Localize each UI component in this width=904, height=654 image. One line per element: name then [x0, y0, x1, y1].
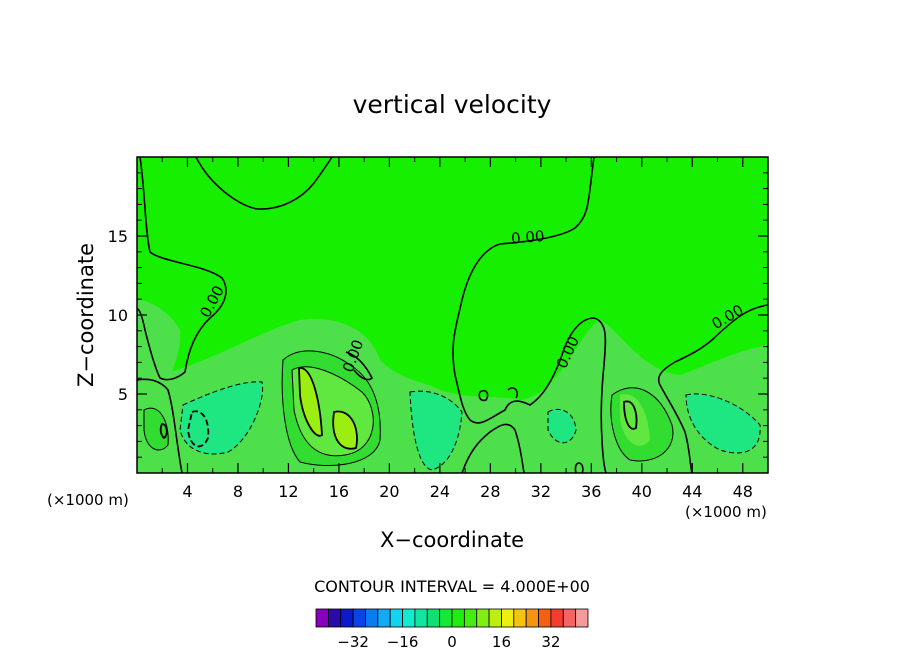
contour-label: 0.00 [510, 227, 545, 248]
x-axis-label: X−coordinate [380, 528, 524, 552]
colorbar: −32 −16 0 16 32 [315, 608, 589, 651]
y-tick-label: 5 [118, 385, 128, 404]
x-unit-right: (×1000 m) [685, 503, 767, 521]
x-tick-label: 48 [733, 482, 753, 501]
region-teal-east-1 [548, 409, 576, 443]
colorbar-swatch [538, 608, 552, 628]
contour-plus12-center-a [298, 367, 323, 437]
x-tick-label: 8 [233, 482, 243, 501]
x-tick-label: 20 [379, 482, 399, 501]
contour-minus4-west [179, 381, 264, 455]
positive-contours [143, 350, 674, 467]
x-tick-label: 36 [581, 482, 601, 501]
contour-minus4-east-1 [547, 408, 577, 444]
zero-contour-bottom-1 [461, 423, 525, 473]
x-tick-label: 32 [531, 482, 551, 501]
colorbar-swatch [340, 608, 354, 628]
colorbar-swatch [501, 608, 515, 628]
colorbar-tick-label: 16 [492, 633, 511, 651]
colorbar-swatch [562, 608, 577, 628]
chart-title: vertical velocity [353, 90, 552, 119]
plot-area: 0.000.000.00 0.000.00 [137, 157, 768, 473]
x-tick-label: 24 [430, 482, 450, 501]
contour-plus8-east [623, 400, 638, 430]
zero-contour-labeled-east [657, 304, 768, 473]
region-teal-center [410, 391, 462, 470]
y-axis: 5 10 15 [108, 172, 768, 458]
contour-minus4-center [409, 390, 463, 471]
colorbar-swatch [352, 608, 366, 628]
x-unit-left: (×1000 m) [47, 491, 129, 509]
colorbar-swatch [513, 608, 527, 628]
strong-positive-contours [159, 367, 638, 450]
x-tick-label: 40 [632, 482, 652, 501]
x-axis: 4 8 12 16 20 24 28 32 36 40 44 48 [161, 157, 753, 501]
contour-minus4-east-2 [685, 393, 761, 454]
colorbar-swatch [327, 608, 342, 628]
colorbar-swatch [315, 608, 329, 628]
colorbar-tick-label: 0 [447, 633, 457, 651]
zero-contour-labeled-1 [137, 157, 227, 381]
zero-contour-small-1 [345, 351, 373, 381]
strong-negative-contours [187, 410, 210, 448]
zero-contour-low-west [137, 378, 183, 473]
zero-contours [137, 157, 768, 473]
zero-contour-north [195, 157, 333, 210]
colorbar-swatch [525, 608, 539, 628]
x-tick-label: 12 [278, 482, 298, 501]
contour-minus8-west [187, 410, 210, 448]
region-yellow-green-2 [333, 411, 358, 449]
colorbar-swatch [377, 608, 391, 628]
colorbar-swatch [575, 608, 589, 628]
region-mid-green-west [144, 408, 169, 450]
contour-plus8-center [291, 366, 374, 457]
y-tick-label: 10 [108, 306, 128, 325]
colorbar-swatch [365, 608, 379, 628]
colorbar-swatch [550, 608, 564, 628]
contour-plus4-center [281, 350, 381, 467]
x-tick-label: 44 [682, 482, 702, 501]
contour-plus12-center-b [332, 410, 358, 450]
contour-plus8-west [159, 423, 168, 440]
colorbar-swatch [426, 608, 441, 628]
colorbar-swatch [463, 608, 478, 628]
zero-contour-small-3 [507, 387, 519, 399]
colorbar-swatch [439, 608, 453, 628]
colorbar-swatch [402, 608, 416, 628]
colorbar-swatch [414, 608, 428, 628]
contour-plus4-west [143, 407, 169, 451]
contour-interval-label: CONTOUR INTERVAL = 4.000E+00 [314, 577, 590, 596]
region-lime-east [620, 394, 650, 446]
zero-contour-small-2 [478, 389, 489, 402]
colorbar-swatch [389, 608, 403, 628]
zero-contour-labeled-central [452, 157, 607, 473]
negative-contours [179, 381, 761, 471]
region-teal-west [180, 381, 263, 454]
colorbar-swatch [488, 608, 502, 628]
colorbar-swatch [451, 608, 465, 628]
contour-plus4-east [610, 387, 674, 462]
x-tick-label: 16 [329, 482, 349, 501]
zero-contour-bottom-2 [574, 462, 584, 473]
x-tick-label: 28 [480, 482, 500, 501]
y-tick-label: 15 [108, 227, 128, 246]
region-teal-east-2 [686, 393, 761, 453]
x-tick-label: 4 [182, 482, 192, 501]
y-axis-label: Z−coordinate [74, 243, 98, 387]
colorbar-tick-label: −16 [387, 633, 419, 651]
colorbar-swatch [476, 608, 490, 628]
colorbar-tick-label: 32 [541, 633, 560, 651]
region-yellow-green-1 [299, 367, 322, 436]
colorbar-tick-label: −32 [337, 633, 369, 651]
